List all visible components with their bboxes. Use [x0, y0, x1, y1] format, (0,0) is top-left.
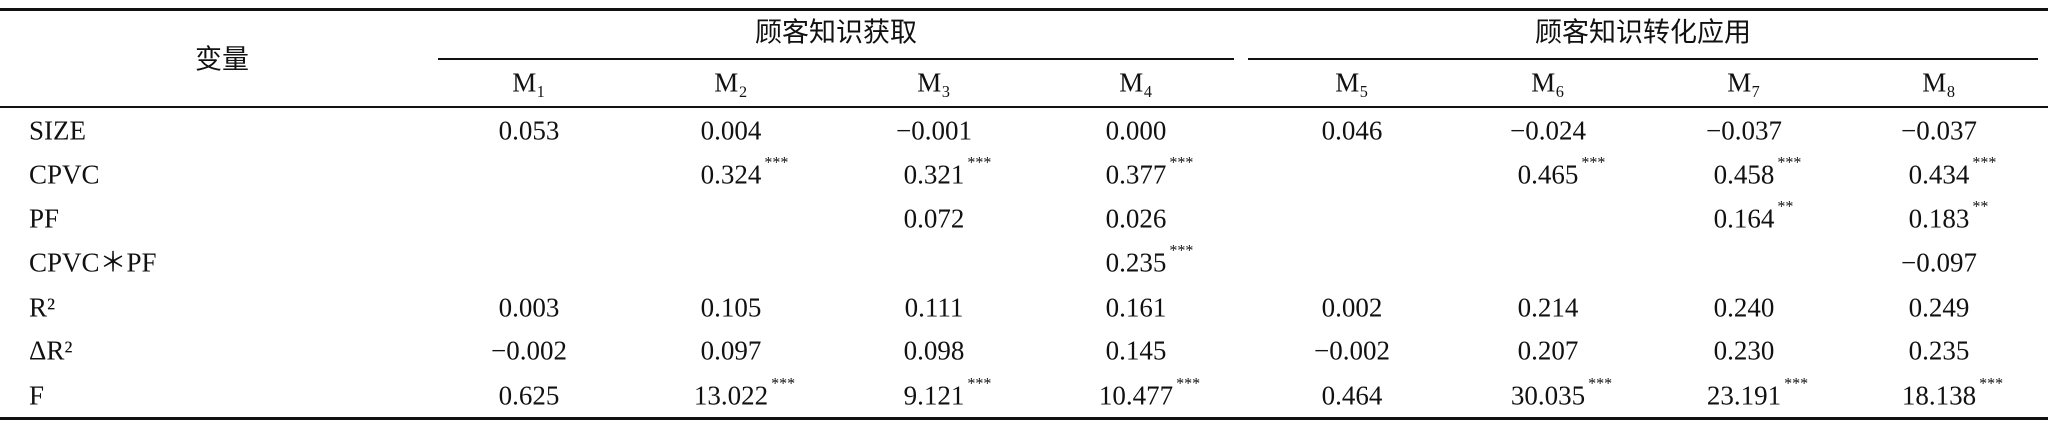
significance: *** [1581, 154, 1606, 172]
cell-value: 0.214 [1517, 292, 1579, 323]
model-header: M₁ [512, 67, 546, 98]
cell-value: 0.000 [1105, 115, 1167, 146]
model-header: M₂ [714, 67, 748, 98]
group-rule [1248, 58, 2038, 60]
cell-value: 13.022 *** [693, 375, 796, 411]
cell-value: 0.249 [1908, 292, 1970, 323]
cell-value: 0.324 *** [700, 154, 789, 190]
model-header: M₅ [1335, 67, 1369, 98]
cell-value: −0.001 [896, 115, 972, 146]
cell-value: 0.002 [1321, 292, 1383, 323]
significance: *** [1588, 375, 1613, 393]
cell-value: 0.164 ** [1713, 198, 1794, 234]
cell-value: 9.121 *** [903, 375, 992, 411]
cell-value: 0.072 [903, 203, 965, 234]
cell-value: 0.026 [1105, 203, 1167, 234]
header-rule [0, 106, 2048, 108]
row-label: R² [29, 292, 56, 323]
significance: *** [771, 375, 796, 393]
cell-value: 0.053 [498, 115, 560, 146]
cell-value: 0.458 *** [1713, 154, 1802, 190]
cell-value: 0.183 ** [1908, 198, 1989, 234]
cell-value: −0.002 [1314, 335, 1390, 366]
cell-value: 23.191 *** [1706, 375, 1809, 411]
cell-value: 0.004 [700, 115, 762, 146]
top-rule [0, 8, 2048, 11]
cell-value: 0.465 *** [1517, 154, 1606, 190]
significance: ** [1777, 198, 1794, 216]
cell-value: 0.625 [498, 380, 560, 411]
cell-value: 10.477 *** [1098, 375, 1201, 411]
cell-value: 0.098 [903, 335, 965, 366]
cell-value: 0.235 *** [1105, 242, 1194, 278]
cell-value: 0.207 [1517, 335, 1579, 366]
cell-value: 0.111 [904, 292, 964, 323]
cell-value: 0.235 [1908, 335, 1970, 366]
cell-value: 0.161 [1105, 292, 1167, 323]
bottom-rule [0, 417, 2048, 420]
cell-value: −0.002 [491, 335, 567, 366]
row-label: CPVC [29, 159, 100, 190]
row-label: PF [29, 203, 60, 234]
significance: *** [764, 154, 789, 172]
cell-value: 0.046 [1321, 115, 1383, 146]
group-header: 顾客知识获取 [755, 17, 917, 48]
cell-value: 0.230 [1713, 335, 1775, 366]
significance: *** [1972, 154, 1997, 172]
model-header: M₈ [1922, 67, 1956, 98]
group-header: 顾客知识转化应用 [1535, 17, 1751, 48]
cell-value: 0.105 [700, 292, 762, 323]
cell-value: 0.145 [1105, 335, 1167, 366]
group-rule [438, 58, 1234, 60]
significance: *** [1777, 154, 1802, 172]
cell-value: 18.138 *** [1901, 375, 2004, 411]
model-header: M₃ [917, 67, 951, 98]
significance: ** [1972, 198, 1989, 216]
significance: *** [1169, 154, 1194, 172]
significance: *** [1176, 375, 1201, 393]
significance: *** [1979, 375, 2004, 393]
variable-header: 变量 [195, 44, 249, 75]
row-label: F [29, 380, 45, 411]
cell-value: 0.464 [1321, 380, 1383, 411]
cell-value: −0.097 [1901, 247, 1977, 278]
cell-value: 0.240 [1713, 292, 1775, 323]
cell-value: 30.035 *** [1510, 375, 1613, 411]
cell-value: 0.003 [498, 292, 560, 323]
significance: *** [967, 154, 992, 172]
row-label: CPVC＊PF [29, 247, 157, 278]
row-label: ΔR² [29, 335, 73, 366]
model-header: M₇ [1727, 67, 1761, 98]
row-label: SIZE [29, 115, 86, 146]
model-header: M₆ [1531, 67, 1565, 98]
significance: *** [967, 375, 992, 393]
significance: *** [1784, 375, 1809, 393]
cell-value: −0.024 [1510, 115, 1586, 146]
cell-value: −0.037 [1901, 115, 1977, 146]
cell-value: −0.037 [1706, 115, 1782, 146]
model-header: M₄ [1119, 67, 1153, 98]
significance: *** [1169, 242, 1194, 260]
cell-value: 0.097 [700, 335, 762, 366]
cell-value: 0.321 *** [903, 154, 992, 190]
cell-value: 0.377 *** [1105, 154, 1194, 190]
cell-value: 0.434 *** [1908, 154, 1997, 190]
